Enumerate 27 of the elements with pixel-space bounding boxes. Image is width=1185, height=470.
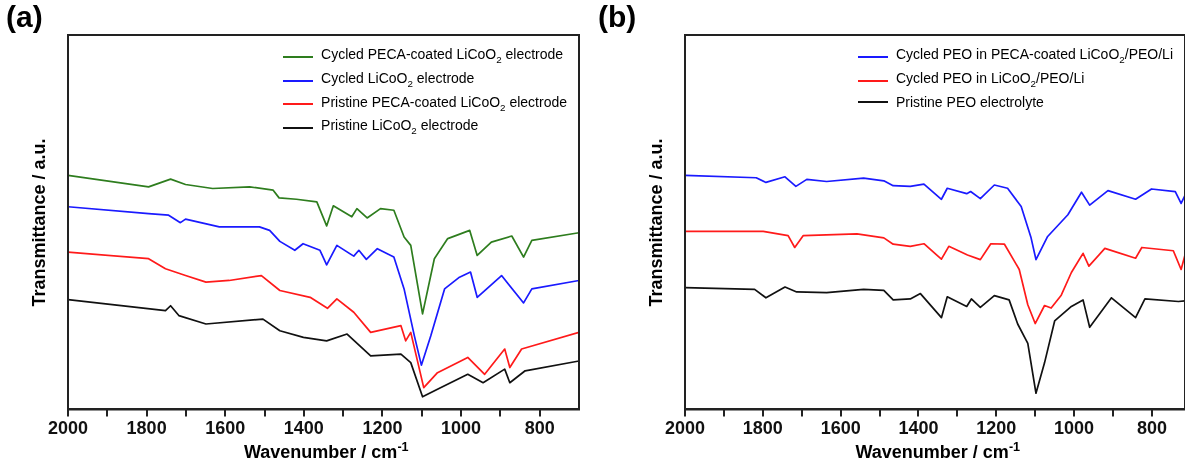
chart-title: (b) — [598, 0, 637, 34]
y-axis-title: Transmittance / a.u. — [28, 138, 50, 307]
legend-label: Pristine PECA-coated LiCoO$_{2}$ electrode — [321, 92, 567, 115]
x-tick-label: 1200 — [362, 418, 403, 439]
x-axis-title: Wavenumber / cm$^{-1}$ — [244, 440, 409, 463]
legend-label: Cycled LiCoO$_{2}$ electrode — [321, 68, 475, 91]
x-axis-title: Wavenumber / cm$^{-1}$ — [855, 440, 1021, 463]
y-axis-title: Transmittance / a.u. — [645, 138, 667, 307]
x-tick-label: 800 — [1136, 418, 1167, 439]
x-tick-label: 1000 — [1054, 418, 1095, 439]
x-tick-label: 1400 — [283, 418, 324, 439]
x-tick-label: 1600 — [820, 418, 861, 439]
legend-label: Pristine PEO electrolyte — [895, 92, 1044, 112]
legend-label: Cycled PEO in LiCoO$_{2}$/PEO/Li — [895, 68, 1085, 91]
x-tick-label: 1800 — [126, 418, 167, 439]
x-tick-label: 1200 — [976, 418, 1017, 439]
x-tick-label: 1800 — [742, 418, 783, 439]
legend-label: Cycled PECA-coated LiCoO$_{2}$ electrode — [321, 45, 564, 67]
x-tick-label: 1400 — [898, 418, 939, 439]
x-tick-label: 2000 — [664, 418, 706, 439]
legend-label: Pristine LiCoO$_{2}$ electrode — [321, 116, 479, 139]
legend-label: Cycled PEO in PECA-coated LiCoO$_{2}$/PEO/Li — [895, 45, 1173, 67]
chart-title: (a) — [6, 0, 43, 34]
x-tick-label: 800 — [524, 418, 555, 439]
x-tick-label: 1600 — [205, 418, 246, 439]
x-tick-label: 1000 — [441, 418, 482, 439]
x-tick-label: 2000 — [47, 418, 89, 439]
